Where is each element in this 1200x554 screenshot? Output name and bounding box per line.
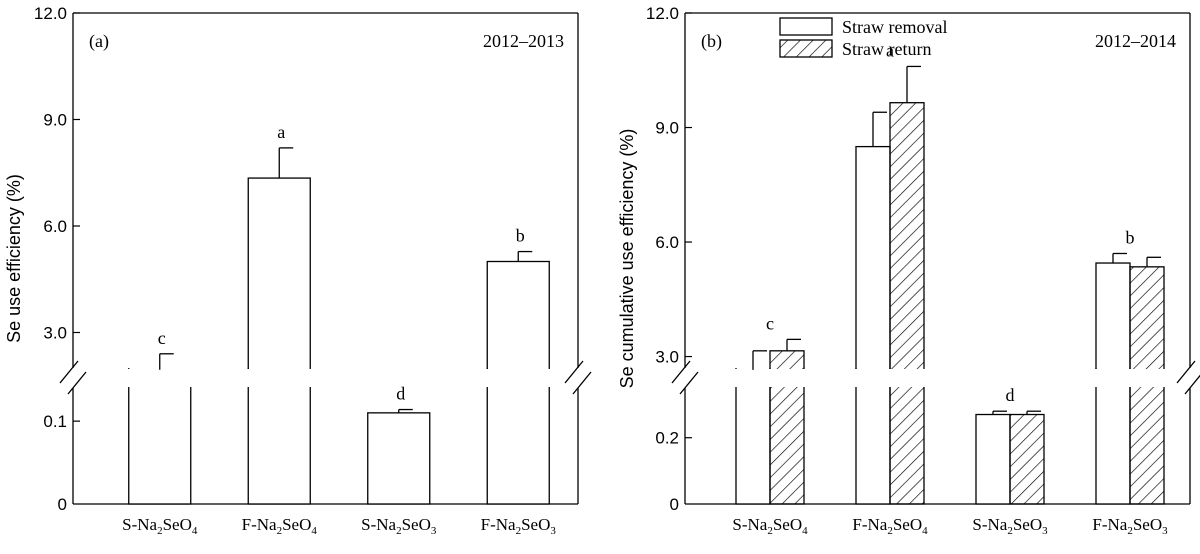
panel-b-significance-letter-1: c <box>766 313 774 333</box>
panel-a: 3.0 6.0 9.0 12.0 0 0.1 c S-Na2SeO4 a F-Na2SeO4 d S-… <box>4 4 592 537</box>
panel-a-axis-break-mark <box>564 360 584 384</box>
panel-b-label: (b) <box>701 31 722 52</box>
panel-a-bar-2 <box>247 177 311 505</box>
panel-b-axis-break-mark <box>679 371 699 395</box>
panel-a-y-tick-label: 3.0 <box>43 324 67 343</box>
panel-b-axis-break-mark <box>671 360 691 384</box>
panel-a-significance-letter-4: b <box>516 226 525 246</box>
panel-a-label: (a) <box>89 31 109 52</box>
panel-a-axis-break-mark <box>572 371 592 395</box>
panel-a-significance-letter-3: d <box>396 384 405 404</box>
panel-b-bar-straw-removal-2 <box>855 145 891 505</box>
panel-b: 3.0 6.0 9.0 12.0 0 0.2 c S-Na2SeO4 a F-Na2SeO4 d S-… <box>617 4 1200 537</box>
panel-b-bar-straw-removal-1 <box>735 369 771 505</box>
panel-b-period: 2012–2014 <box>1095 31 1176 51</box>
panel-b-axis-break-mark <box>1184 374 1200 395</box>
panel-a-bar-break-gap <box>247 369 312 387</box>
panel-b-y-tick-label: 0.2 <box>655 429 679 448</box>
panel-a-axis-break-mark <box>67 371 87 395</box>
panel-b-x-tick-label-3: S-Na2SeO3 <box>972 515 1048 537</box>
panel-a-x-tick-label-1: S-Na2SeO4 <box>122 515 198 537</box>
panel-a-significance-letter-1: c <box>158 328 166 348</box>
panel-a-axis-break-mark <box>59 360 79 384</box>
panel-b-significance-letter-2: a <box>886 40 894 60</box>
panel-b-bar-break-gap <box>1129 369 1165 387</box>
panel-b-bar-break-gap <box>1095 369 1131 387</box>
panel-a-x-tick-label-3: S-Na2SeO3 <box>361 515 437 537</box>
panel-b-y-tick-label: 12.0 <box>646 4 679 23</box>
panel-a-x-tick-label-2: F-Na2SeO4 <box>242 515 318 537</box>
panel-b-x-tick-label-4: F-Na2SeO3 <box>1092 515 1168 537</box>
panel-a-y-tick-label: 9.0 <box>43 111 67 130</box>
panel-a-significance-letter-2: a <box>277 122 285 142</box>
panel-a-bar-1 <box>128 369 192 505</box>
panel-b-bar-straw-return-3 <box>1009 413 1045 505</box>
panel-b-y-tick-label: 3.0 <box>655 348 679 367</box>
panel-b-x-tick-label-2: F-Na2SeO4 <box>852 515 928 537</box>
panel-b-legend-entry: Straw removal <box>842 17 947 37</box>
panel-b-legend-swatch <box>779 39 833 58</box>
panel-b-y-tick-label: 0 <box>670 495 679 514</box>
panel-a-y-tick-label: 0 <box>58 495 67 514</box>
panel-b-significance-letter-3: d <box>1006 385 1015 405</box>
panel-b-y-tick-label: 6.0 <box>655 233 679 252</box>
panel-b-x-tick-label-1: S-Na2SeO4 <box>732 515 808 537</box>
panel-b-bar-break-gap <box>769 369 805 387</box>
panel-a-bar-3 <box>367 412 431 505</box>
panel-a-period: 2012–2013 <box>483 31 564 51</box>
panel-b-legend-entry: Straw return <box>842 39 931 59</box>
panel-a-y-tick-label: 6.0 <box>43 217 67 236</box>
panel-a-y-tick-label: 0.1 <box>43 412 67 431</box>
panel-a-y-axis-label: Se use efficiency (%) <box>4 174 24 343</box>
panel-a-bar-break-gap <box>127 369 192 387</box>
panel-a-bar-break-gap <box>486 369 551 387</box>
panel-b-legend-swatch <box>779 17 833 36</box>
panel-b-bar-break-gap <box>889 369 925 387</box>
panel-a-y-tick-label: 12.0 <box>34 4 67 23</box>
panel-b-significance-letter-4: b <box>1126 227 1135 247</box>
panel-b-bar-break-gap <box>855 369 891 387</box>
panel-b-bar-break-gap <box>735 369 771 387</box>
panel-b-bar-straw-return-2 <box>889 102 925 505</box>
panel-b-y-axis-label: Se cumulative use efficiency (%) <box>617 129 637 389</box>
panel-b-bar-straw-removal-3 <box>975 413 1011 505</box>
panel-b-axis-break-mark <box>1176 360 1196 384</box>
panel-b-y-tick-label: 9.0 <box>655 119 679 138</box>
panel-a-x-tick-label-4: F-Na2SeO3 <box>481 515 557 537</box>
